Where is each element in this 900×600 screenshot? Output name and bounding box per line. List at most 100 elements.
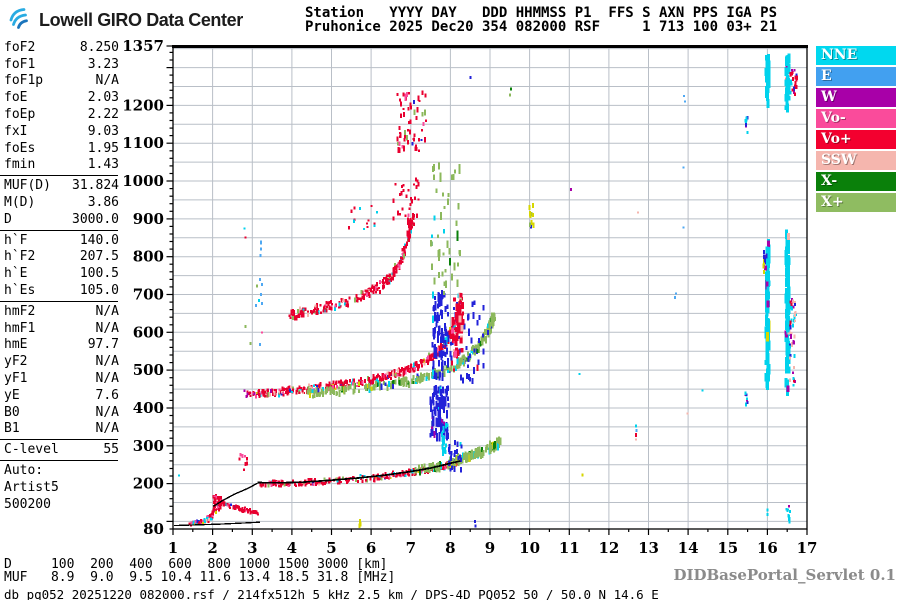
legend-item-vo: Vo- <box>816 109 896 128</box>
param-row-fmin: fmin 1.43 <box>4 157 119 174</box>
direction-legend: NNE E W Vo- Vo+ SSW X- X+ <box>816 46 896 214</box>
param-row-foe: foE 2.03 <box>4 89 119 106</box>
param-label: fxI <box>4 123 28 139</box>
param-value: N/A <box>95 354 119 370</box>
param-label: yF1 <box>4 371 28 387</box>
param-row-he: h`E 100.5 <box>4 265 119 282</box>
auto-line-2: 500200 <box>4 496 119 513</box>
svg-text:1357: 1357 <box>122 37 164 55</box>
svg-text:6: 6 <box>366 539 376 557</box>
svg-text:17: 17 <box>797 539 818 557</box>
panel-divider <box>0 300 118 302</box>
svg-text:11: 11 <box>559 539 580 557</box>
param-value: 1.95 <box>87 140 119 156</box>
auto-text: 500200 <box>4 496 51 512</box>
svg-text:1100: 1100 <box>122 134 164 152</box>
param-value: N/A <box>95 371 119 387</box>
param-label: foEp <box>4 107 36 123</box>
servlet-version-label: DIDBasePortal_Servlet 0.1 <box>673 566 896 584</box>
svg-text:9: 9 <box>485 539 495 557</box>
svg-text:5: 5 <box>326 539 336 557</box>
param-label: yE <box>4 387 20 403</box>
param-row-foep: foEp 2.22 <box>4 106 119 123</box>
auto-line-1: Artist5 <box>4 479 119 496</box>
param-value: 3.86 <box>87 195 119 211</box>
svg-text:14: 14 <box>678 539 699 557</box>
svg-text:800: 800 <box>133 248 164 266</box>
param-value: N/A <box>95 404 119 420</box>
svg-text:300: 300 <box>133 437 164 455</box>
param-label: foE <box>4 90 28 106</box>
legend-item-e: E <box>816 67 896 86</box>
legend-item-w: W <box>816 88 896 107</box>
auto-text: Artist5 <box>4 479 59 495</box>
param-row-ye: yE 7.6 <box>4 387 119 404</box>
svg-text:1000: 1000 <box>122 172 164 190</box>
svg-text:12: 12 <box>598 539 619 557</box>
svg-text:3: 3 <box>247 539 257 557</box>
station-header: Station YYYY DAY DDD HHMMSS P1 FFS S AXN… <box>305 5 778 35</box>
param-row-fof1p: foF1p N/A <box>4 73 119 90</box>
station-header-values: Pruhonice 2025 Dec20 354 082000 RSF 1 71… <box>305 18 778 35</box>
svg-text:7: 7 <box>406 539 416 557</box>
param-row-hes: h`Es 105.0 <box>4 282 119 299</box>
param-label: hmF2 <box>4 303 36 319</box>
param-value: 3.23 <box>87 56 119 72</box>
svg-text:1: 1 <box>168 539 178 557</box>
param-label: h`F2 <box>4 249 36 265</box>
param-value: 55 <box>103 442 119 458</box>
param-label: D <box>4 211 12 227</box>
param-label: fmin <box>4 157 36 173</box>
panel-divider <box>0 175 118 177</box>
svg-text:8: 8 <box>445 539 455 557</box>
param-row-b0: B0 N/A <box>4 404 119 421</box>
param-value: N/A <box>95 421 119 437</box>
param-label: hmE <box>4 337 28 353</box>
param-value: 100.5 <box>79 266 119 282</box>
station-header-columns: Station YYYY DAY DDD HHMMSS P1 FFS S AXN… <box>305 5 778 21</box>
svg-text:700: 700 <box>133 286 164 304</box>
parameter-panel: foF2 8.250 foF1 3.23 foF1p N/A foE 2.03 foEp 2.22… <box>0 39 119 513</box>
param-value: 3000.0 <box>72 211 119 227</box>
auto-line-0: Auto: <box>4 462 119 479</box>
muf-row: MUF 8.9 9.0 9.5 10.4 11.6 13.4 18.5 31.8… <box>4 570 396 586</box>
param-row-hmf2: hmF2 N/A <box>4 303 119 320</box>
param-value: N/A <box>95 303 119 319</box>
param-row-clevel: C-level 55 <box>4 441 119 458</box>
param-row-hmf1: hmF1 N/A <box>4 320 119 337</box>
param-label: foF1p <box>4 73 44 89</box>
param-value: 97.7 <box>87 337 119 353</box>
param-label: B0 <box>4 404 20 420</box>
param-value: 9.03 <box>87 123 119 139</box>
param-label: B1 <box>4 421 20 437</box>
svg-text:2: 2 <box>207 539 217 557</box>
param-label: foEs <box>4 140 36 156</box>
auto-text: Auto: <box>4 463 44 479</box>
param-label: yF2 <box>4 354 28 370</box>
legend-item-x: X+ <box>816 193 896 212</box>
d-muf-table: D 100 200 400 600 800 1000 1500 3000 [km… <box>4 558 395 585</box>
param-row-foes: foEs 1.95 <box>4 140 119 157</box>
d-row: D 100 200 400 600 800 1000 1500 3000 [km… <box>4 557 388 572</box>
svg-text:16: 16 <box>757 539 778 557</box>
param-row-d: D 3000.0 <box>4 211 119 228</box>
param-row-b1: B1 N/A <box>4 421 119 438</box>
param-label: h`E <box>4 266 28 282</box>
giro-wave-icon <box>8 5 34 35</box>
param-row-hme: hmE 97.7 <box>4 337 119 354</box>
param-row-fof2: foF2 8.250 <box>4 39 119 56</box>
svg-text:600: 600 <box>133 323 164 341</box>
param-row-fof1: foF1 3.23 <box>4 56 119 73</box>
legend-item-ssw: SSW <box>816 151 896 170</box>
param-row-yf1: yF1 N/A <box>4 370 119 387</box>
param-row-fxi: fxI 9.03 <box>4 123 119 140</box>
param-value: N/A <box>95 320 119 336</box>
legend-item-nne: NNE <box>816 46 896 65</box>
svg-text:900: 900 <box>133 210 164 228</box>
param-label: foF2 <box>4 39 36 55</box>
param-row-hf2: h`F2 207.5 <box>4 249 119 266</box>
param-label: M(D) <box>4 195 36 211</box>
svg-text:15: 15 <box>717 539 738 557</box>
param-value: 7.6 <box>95 387 119 403</box>
